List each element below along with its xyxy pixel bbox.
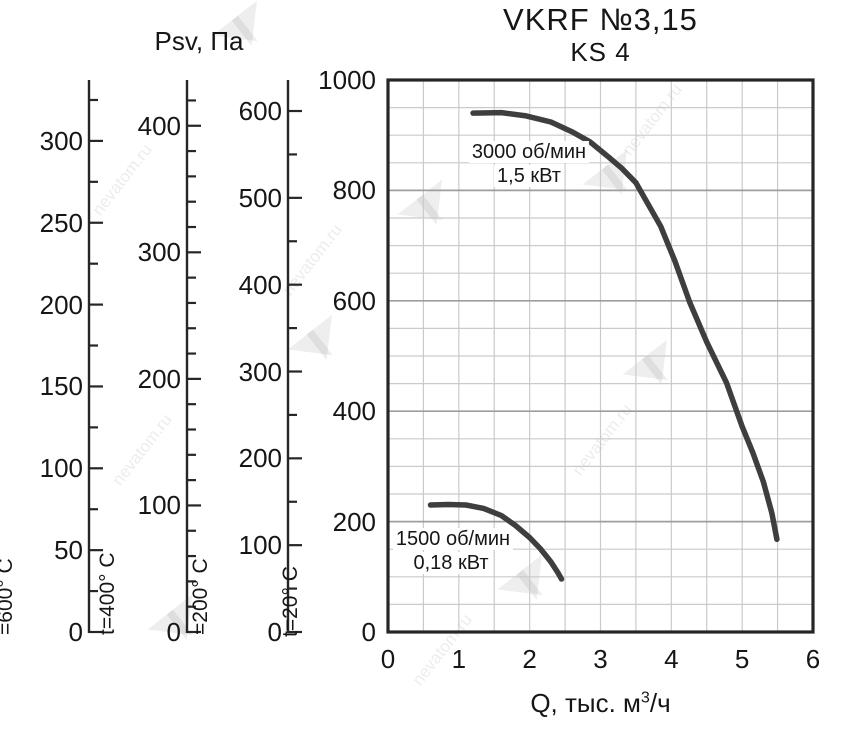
x-tick-label: 6 [805, 644, 821, 674]
y-tick-label: 1000 [318, 65, 376, 95]
curve-label-3000-rpm: 3000 об/мин [468, 141, 590, 163]
temp-scale-tick-label: 100 [137, 490, 181, 521]
temp-scale-tick-label: 250 [39, 207, 83, 238]
x-axis-title: Q, тыс. м3/ч [388, 688, 813, 719]
x-axis-title-unit: /ч [649, 688, 671, 718]
curve-label-1500-rpm: 1500 об/мин [392, 528, 514, 550]
temp-scale-tick-label: 300 [39, 125, 83, 156]
curve-1500-rpm [427, 501, 565, 582]
temp-scale-label-600c: =600° C [0, 558, 17, 635]
y-tick-label: 0 [361, 617, 376, 647]
y-axis-title: Psv, Па [154, 26, 244, 56]
y-tick-label: 200 [332, 506, 376, 537]
x-axis-title-text: Q, тыс. м [530, 688, 641, 718]
chart-subtitle: KS 4 [570, 37, 631, 67]
x-tick-label: 2 [522, 644, 537, 674]
temp-scale-tick-label: 0 [166, 617, 181, 647]
temp-scale-tick-label: 200 [238, 443, 282, 474]
temp-scale-tick-label: 300 [137, 237, 181, 268]
temp-scale-tick-label: 400 [137, 110, 181, 141]
temp-scale-label-200c: =200° C [189, 558, 212, 635]
temp-scale-tick-label: 200 [39, 289, 83, 320]
temp-scale-tick-label: 0 [267, 617, 282, 647]
temp-scale-label-400c: t=400° C [96, 552, 119, 635]
y-tick-label: 400 [332, 396, 376, 427]
temp-scale-tick-label: 150 [39, 371, 83, 402]
temp-scale-tick-label: 600 [238, 96, 282, 127]
curve-label-1500-power: 0,18 кВт [410, 552, 492, 574]
temp-scale-tick-label: 0 [68, 617, 83, 647]
x-tick-label: 5 [734, 644, 750, 674]
x-tick-label: 3 [593, 644, 608, 674]
title-block: VKRF №3,15 KS 4 [388, 2, 813, 66]
page-title: VKRF №3,15 [503, 2, 698, 37]
temp-scale-tick-label: 300 [238, 356, 282, 387]
temp-scale-tick-label: 50 [54, 535, 83, 566]
curve-3000-rpm [470, 109, 780, 543]
temp-scale-label-20c: t=20° C [279, 566, 302, 637]
temp-scale-tick-label: 100 [39, 453, 83, 484]
x-tick-label: 0 [380, 644, 396, 674]
plot-border [386, 78, 815, 634]
temp-scale-tick-label: 500 [238, 182, 282, 213]
curve-label-3000-power: 1,5 кВт [494, 165, 564, 187]
temp-scale-tick-label: 400 [238, 269, 282, 300]
x-axis-title-superscript: 3 [640, 688, 650, 707]
x-tick-label: 4 [664, 644, 679, 674]
y-tick-label: 600 [332, 285, 376, 316]
temp-scale-tick-label: 200 [137, 363, 181, 394]
x-tick-label: 1 [451, 644, 467, 674]
y-tick-label: 800 [332, 175, 376, 206]
temp-scale-tick-label: 100 [238, 530, 282, 561]
